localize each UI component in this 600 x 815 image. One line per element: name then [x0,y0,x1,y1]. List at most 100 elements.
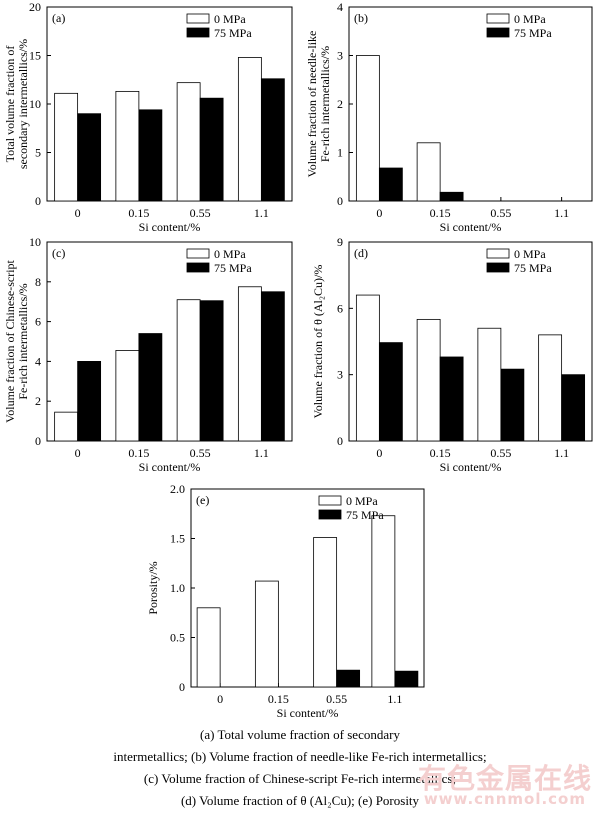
y-tick-label: 1.0 [170,581,185,595]
bar-75mpa [439,356,464,442]
bar-75mpa [561,374,586,442]
panel-label: (e) [196,493,209,507]
legend-swatch-75mpa [186,27,210,38]
bar-0mpa [196,607,221,688]
plot-frame [46,241,293,442]
x-tick-label: 0 [75,206,81,220]
x-tick-label: 0.55 [326,692,347,706]
legend-label-75mpa: 75 MPa [214,261,252,275]
x-axis-title: Si content/% [440,220,502,234]
x-tick-label: 0.55 [490,206,511,220]
bar-0mpa [477,327,502,442]
y-tick-label: 9 [337,235,343,249]
x-tick-label: 0 [376,206,382,220]
watermark-url: www.cnnmol.com [423,790,586,808]
legend-label-0mpa: 0 MPa [514,12,546,26]
y-axis-title: Fe-rich intermetallics/% [16,283,30,399]
y-tick-label: 1 [337,146,343,160]
bar-0mpa [416,142,441,202]
y-tick-label: 6 [35,315,41,329]
y-tick-label: 3 [337,368,343,382]
x-tick-label: 1.1 [254,206,269,220]
bar-0mpa [416,318,441,442]
x-tick-label: 0.15 [430,446,451,460]
caption-line-1: (a) Total volume fraction of secondary [200,727,400,742]
legend-label-0mpa: 0 MPa [514,247,546,261]
x-tick-label: 0.15 [128,206,149,220]
bar-0mpa [54,92,79,202]
bar-0mpa [254,580,279,688]
bar-75mpa [260,78,285,202]
bar-75mpa [500,368,525,442]
x-tick-label: 1.1 [554,206,569,220]
x-tick-label: 0 [217,692,223,706]
bar-75mpa [77,113,102,202]
y-axis-title: Volume fraction of Chinese-script [3,259,17,422]
legend-swatch-0mpa [186,13,210,24]
y-axis-title: Fe-rich intermetallics/% [318,46,332,162]
legend-label-75mpa: 75 MPa [346,508,384,522]
bar-0mpa [115,90,140,202]
x-tick-label: 1.1 [554,446,569,460]
y-tick-label: 10 [29,97,41,111]
legend-swatch-75mpa [486,27,510,38]
bar-75mpa [439,191,464,202]
y-tick-label: 20 [29,0,41,14]
panel-label: (b) [354,11,368,25]
x-axis-title: Si content/% [139,220,201,234]
bar-0mpa [355,294,380,442]
legend-swatch-0mpa [186,248,210,259]
x-tick-label: 0.15 [128,446,149,460]
legend-swatch-75mpa [318,509,342,520]
plot-frame [348,241,593,442]
y-axis-title: Volume fraction of θ (Al₂Cu)/% [311,265,325,419]
panel-label: (d) [354,246,368,260]
x-tick-label: 0 [75,446,81,460]
bar-75mpa [378,342,403,442]
y-tick-label: 0 [337,194,343,208]
y-tick-label: 5 [35,146,41,160]
legend-swatch-0mpa [318,495,342,506]
y-axis-title: Total volume fraction of [3,46,17,163]
bar-75mpa [394,670,419,688]
y-tick-label: 6 [337,301,343,315]
legend-label-75mpa: 75 MPa [514,261,552,275]
x-tick-label: 0.55 [190,446,211,460]
bar-0mpa [313,537,338,688]
legend-swatch-0mpa [486,13,510,24]
legend-swatch-0mpa [486,248,510,259]
y-tick-label: 4 [337,0,343,14]
x-tick-label: 0.55 [190,206,211,220]
bar-75mpa [378,167,403,202]
y-tick-label: 10 [29,235,41,249]
bar-0mpa [355,55,380,202]
y-tick-label: 8 [35,275,41,289]
legend-swatch-75mpa [186,262,210,273]
y-tick-label: 0.5 [170,631,185,645]
x-tick-label: 0.15 [430,206,451,220]
legend-label-0mpa: 0 MPa [346,494,378,508]
panel-label: (c) [52,246,65,260]
y-tick-label: 15 [29,49,41,63]
legend-label-0mpa: 0 MPa [214,247,246,261]
x-axis-title: Si content/% [277,706,339,720]
x-tick-label: 1.1 [387,692,402,706]
y-tick-label: 0 [179,680,185,694]
legend-swatch-75mpa [486,262,510,273]
bar-75mpa [138,333,163,442]
y-axis-title: Porosity/% [146,561,160,614]
bar-0mpa [115,350,140,442]
y-axis-title: secondary intermetallics/% [16,39,30,169]
bar-0mpa [237,286,262,442]
legend-label-75mpa: 75 MPa [514,26,552,40]
legend-label-75mpa: 75 MPa [214,26,252,40]
bar-75mpa [336,669,361,688]
watermark-text: 有色金属在线 [417,762,592,795]
y-tick-label: 4 [35,354,41,368]
